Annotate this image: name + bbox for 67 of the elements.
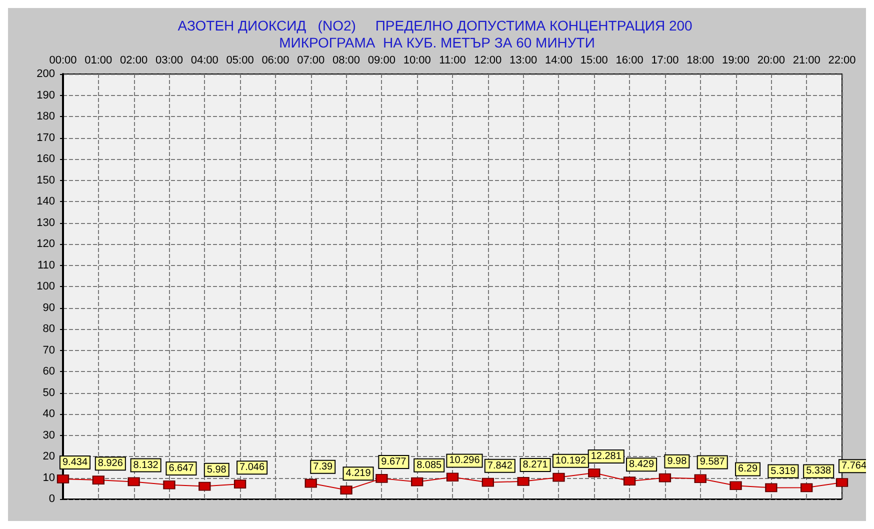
data-label: 4.219	[346, 468, 372, 480]
data-label: 6.29	[738, 464, 758, 475]
y-tick-label: 0	[48, 493, 55, 505]
y-tick-label: 110	[37, 259, 55, 272]
x-tick-label: 03:00	[155, 54, 183, 66]
x-tick-label: 10:00	[403, 54, 431, 66]
data-label: 8.271	[522, 460, 548, 470]
data-label: 6.647	[168, 462, 194, 474]
x-tick-label: 06:00	[262, 54, 290, 66]
x-tick-label: 11:00	[439, 54, 466, 66]
x-tick-label: 00:00	[49, 54, 77, 66]
data-label: 9.434	[62, 457, 88, 468]
data-label: 8.429	[629, 459, 654, 470]
y-tick-label: 100	[36, 280, 55, 292]
y-tick-label: 120	[36, 238, 55, 250]
x-tick-label: 02:00	[120, 54, 148, 66]
data-label: 7.39	[313, 461, 334, 472]
x-tick-label: 17:00	[651, 54, 679, 66]
x-tick-label: 08:00	[332, 54, 360, 66]
data-label: 5.98	[206, 464, 227, 476]
x-tick-label: 13:00	[510, 54, 538, 66]
chart-title: АЗОТЕН ДИОКСИД (NO2) ПРЕДЕЛНО ДОПУСТИМА КОНЦЕНТРАЦИЯ 200 МИКРОГРАМА НА КУБ. МЕТЪР ЗА 60 МИНУТИ	[178, 18, 696, 50]
data-label: 9.587	[700, 456, 726, 468]
y-tick-label: 150	[36, 174, 55, 186]
data-label: 12.281	[590, 450, 622, 462]
data-label: 10.192	[555, 455, 586, 466]
x-tick-label: 07:00	[297, 54, 325, 66]
x-tick-label: 01:00	[84, 54, 112, 66]
data-label: 7.842	[487, 460, 513, 472]
y-tick-label: 10	[42, 472, 55, 484]
y-tick-label: 130	[36, 216, 55, 229]
y-tick-label: 200	[36, 68, 55, 80]
data-label: 8.926	[98, 458, 124, 470]
x-tick-label: 09:00	[368, 54, 396, 66]
y-tick-label: 140	[36, 196, 55, 208]
x-tick-label: 19:00	[722, 54, 750, 66]
x-tick-label: 14:00	[544, 54, 572, 66]
data-label: 8.085	[416, 460, 442, 471]
y-tick-label: 20	[42, 450, 55, 462]
y-tick-label: 40	[42, 408, 55, 420]
x-tick-label: 16:00	[616, 54, 644, 66]
x-tick-label: 20:00	[757, 54, 785, 66]
x-tick-label: 04:00	[190, 54, 218, 66]
data-label: 9.677	[381, 456, 407, 468]
y-tick-label: 80	[42, 323, 55, 335]
x-tick-label: 12:00	[474, 54, 502, 66]
y-tick-label: 170	[36, 132, 55, 144]
data-label: 7.764	[841, 460, 867, 472]
y-tick-label: 30	[42, 429, 55, 442]
x-tick-label: 18:00	[686, 54, 714, 66]
data-label: 5.338	[806, 466, 832, 477]
data-label: 5.319	[770, 466, 796, 477]
y-tick-label: 60	[42, 366, 55, 378]
x-tick-label: 21:00	[792, 54, 820, 66]
data-label: 8.132	[133, 460, 159, 471]
data-label: 10.296	[449, 455, 480, 466]
x-tick-label: 05:00	[226, 54, 254, 66]
data-label: 7.046	[240, 462, 265, 474]
data-label: 9.98	[667, 456, 688, 467]
x-tick-label: 22:00	[828, 54, 856, 66]
y-tick-label: 90	[42, 302, 55, 314]
y-tick-label: 190	[36, 89, 55, 102]
y-tick-label: 50	[42, 386, 55, 399]
x-tick-label: 15:00	[580, 54, 608, 66]
y-tick-label: 70	[42, 344, 55, 356]
y-tick-label: 160	[36, 153, 55, 165]
y-tick-label: 180	[36, 110, 55, 122]
